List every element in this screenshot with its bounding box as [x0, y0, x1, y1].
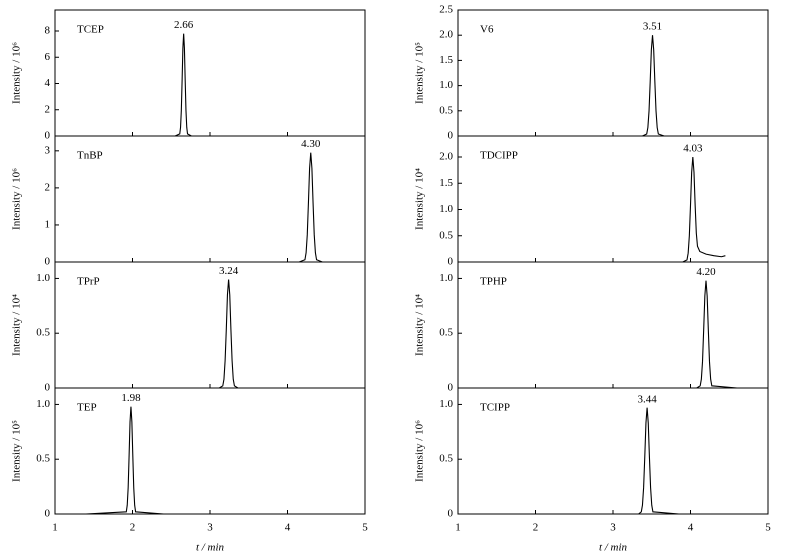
chromatogram-line [174, 33, 192, 137]
y-axis-label: Intensity / 10⁴ [414, 168, 426, 230]
y-tick-label: 0.5 [439, 104, 453, 116]
plot-frame [54, 387, 366, 515]
peak-label: 4.03 [683, 143, 703, 155]
peak-label: 4.30 [301, 138, 321, 150]
y-axis-label: Intensity / 10⁶ [11, 168, 23, 230]
x-tick-label: 2 [130, 522, 136, 534]
y-axis-label: Intensity / 10⁶ [414, 420, 426, 482]
peak-label: 4.20 [696, 266, 716, 278]
compound-label: TCIPP [480, 402, 510, 414]
y-tick-label: 0 [45, 130, 51, 142]
y-tick-label: 2 [45, 181, 51, 193]
compound-label: TPHP [480, 276, 507, 288]
plot-frame [54, 261, 366, 389]
chromatogram-line [696, 280, 738, 389]
peak-label: 3.51 [643, 21, 662, 33]
chromatogram-line [219, 279, 239, 389]
chromatogram-line [638, 407, 679, 515]
y-axis-label: Intensity / 10⁴ [11, 294, 23, 356]
chromatogram-line [642, 35, 665, 137]
y-tick-label: 1 [45, 218, 51, 230]
chromatogram-line [85, 406, 164, 515]
y-tick-label: 0 [45, 256, 51, 268]
y-tick-label: 0.5 [439, 453, 453, 465]
compound-label: TDCIPP [480, 150, 518, 162]
y-axis-label: Intensity / 10⁵ [11, 420, 23, 482]
x-tick-label: 2 [533, 522, 539, 534]
y-tick-label: 0.5 [36, 453, 50, 465]
y-axis-label: Intensity / 10⁵ [414, 42, 426, 104]
x-tick-label: 3 [610, 522, 616, 534]
y-tick-label: 2.0 [439, 151, 453, 163]
x-tick-label: 4 [688, 522, 694, 534]
y-tick-label: 0 [448, 256, 454, 268]
y-tick-label: 0 [448, 382, 454, 394]
y-tick-label: 1.0 [36, 272, 50, 284]
compound-label: TCEP [77, 24, 104, 36]
compound-label: V6 [480, 24, 494, 36]
chromatogram-line [682, 156, 726, 263]
y-tick-label: 2 [45, 103, 51, 115]
y-tick-label: 1.0 [439, 398, 453, 410]
x-tick-label: 1 [52, 522, 58, 534]
x-axis-label: t / min [599, 542, 628, 554]
compound-label: TEP [77, 402, 97, 414]
y-tick-label: 2.0 [439, 29, 453, 41]
y-tick-label: 8 [45, 25, 51, 37]
plot-frame [457, 9, 769, 137]
x-tick-label: 3 [207, 522, 213, 534]
y-tick-label: 1.0 [439, 203, 453, 215]
y-tick-label: 0 [448, 508, 454, 520]
peak-label: 2.66 [174, 19, 194, 31]
y-tick-label: 6 [45, 51, 51, 63]
x-tick-label: 5 [362, 522, 368, 534]
x-tick-label: 4 [285, 522, 291, 534]
y-tick-label: 2.5 [439, 4, 453, 16]
y-tick-label: 1.5 [439, 54, 453, 66]
y-tick-label: 3 [45, 144, 51, 156]
y-tick-label: 0.5 [439, 327, 453, 339]
y-tick-label: 0.5 [439, 229, 453, 241]
y-axis-label: Intensity / 10⁴ [414, 294, 426, 356]
y-axis-label: Intensity / 10⁶ [11, 42, 23, 104]
y-tick-label: 0 [45, 508, 51, 520]
x-axis-label: t / min [196, 542, 225, 554]
peak-label: 3.44 [637, 393, 657, 405]
compound-label: TnBP [77, 150, 103, 162]
peak-label: 1.98 [121, 392, 141, 404]
chromatogram-line [298, 152, 323, 263]
x-tick-label: 5 [765, 522, 771, 534]
compound-label: TPrP [77, 276, 100, 288]
x-tick-label: 1 [455, 522, 461, 534]
y-tick-label: 1.5 [439, 177, 453, 189]
peak-label: 3.24 [219, 265, 239, 277]
y-tick-label: 1.0 [439, 79, 453, 91]
y-tick-label: 0 [45, 382, 51, 394]
y-tick-label: 4 [45, 77, 51, 89]
y-tick-label: 0 [448, 130, 454, 142]
y-tick-label: 0.5 [36, 327, 50, 339]
y-tick-label: 1.0 [36, 398, 50, 410]
y-tick-label: 1.0 [439, 272, 453, 284]
